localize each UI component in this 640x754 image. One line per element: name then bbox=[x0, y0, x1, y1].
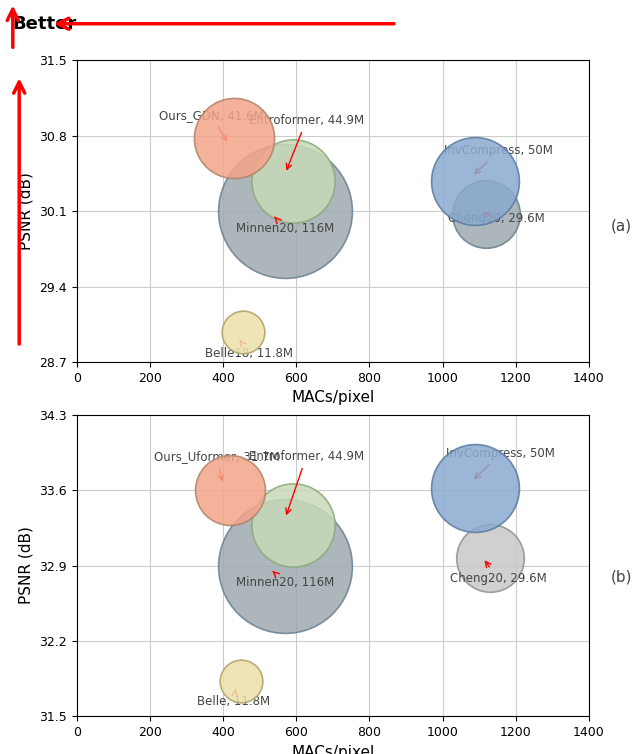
Point bbox=[485, 552, 495, 564]
Point bbox=[238, 326, 248, 338]
Point bbox=[481, 208, 492, 220]
Y-axis label: PSNR (dB): PSNR (dB) bbox=[19, 526, 34, 605]
Text: InvCompress, 50M: InvCompress, 50M bbox=[444, 144, 553, 173]
Point bbox=[287, 175, 298, 187]
Text: Belle, 11.8M: Belle, 11.8M bbox=[198, 689, 271, 708]
Point bbox=[236, 675, 246, 687]
Point bbox=[470, 482, 481, 494]
Text: Minnen20, 116M: Minnen20, 116M bbox=[236, 572, 334, 589]
Y-axis label: PSNR (dB): PSNR (dB) bbox=[19, 172, 34, 250]
Text: Belle18, 11.8M: Belle18, 11.8M bbox=[205, 341, 293, 360]
Text: Minnen20, 116M: Minnen20, 116M bbox=[236, 217, 334, 234]
Text: Ours_GDN, 41.6M: Ours_GDN, 41.6M bbox=[159, 109, 264, 140]
Text: Better: Better bbox=[13, 15, 77, 32]
Text: (a): (a) bbox=[611, 219, 632, 234]
Point bbox=[287, 519, 298, 531]
Point bbox=[470, 175, 481, 187]
Text: Cheng20, 29.6M: Cheng20, 29.6M bbox=[448, 212, 545, 225]
Text: InvCompress, 50M: InvCompress, 50M bbox=[446, 447, 555, 479]
Point bbox=[225, 484, 236, 496]
Point bbox=[229, 132, 239, 144]
Point bbox=[280, 205, 291, 217]
Text: (b): (b) bbox=[611, 569, 633, 584]
X-axis label: MACs/pixel: MACs/pixel bbox=[291, 745, 374, 754]
Text: Cheng20, 29.6M: Cheng20, 29.6M bbox=[450, 562, 547, 585]
X-axis label: MACs/pixel: MACs/pixel bbox=[291, 391, 374, 405]
Text: Entroformer, 44.9M: Entroformer, 44.9M bbox=[249, 114, 364, 170]
Text: Entroformer, 44.9M: Entroformer, 44.9M bbox=[249, 450, 364, 514]
Text: Ours_Uformer, 31.7M: Ours_Uformer, 31.7M bbox=[154, 450, 279, 480]
Point bbox=[280, 559, 291, 572]
